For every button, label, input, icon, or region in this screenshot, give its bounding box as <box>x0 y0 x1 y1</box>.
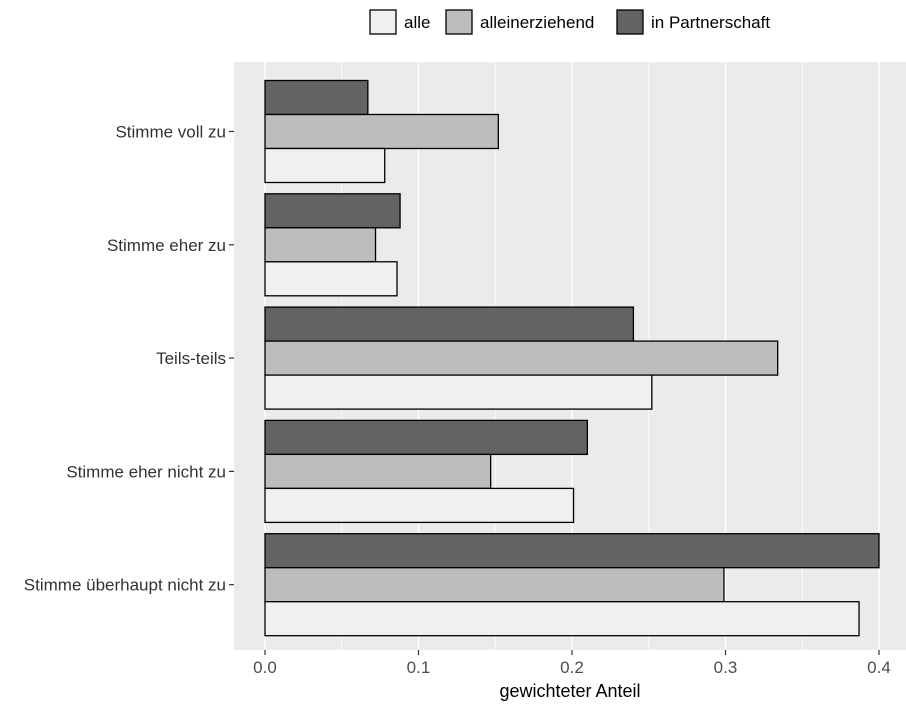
bar-in-partnerschaft-stimme-eher-nicht-zu <box>264 419 589 456</box>
y-tick-label: Stimme überhaupt nicht zu <box>24 576 226 595</box>
legend-key-alleinerziehend <box>445 9 473 35</box>
bar-alle-stimme-eher-nicht-zu <box>264 487 575 524</box>
bar-alle-teils-teils <box>264 374 653 410</box>
legend-key-in-partnerschaft <box>616 9 644 35</box>
x-tick-label: 0.3 <box>714 658 738 677</box>
legend-item-in-partnerschaft: in Partnerschaft <box>616 9 770 35</box>
bar-alleinerziehend-stimme-eher-nicht-zu <box>264 453 492 490</box>
x-tick-label: 0.2 <box>560 658 584 677</box>
legend-item-alle: alle <box>369 9 430 35</box>
bar-alle-stimme-berhaupt-nicht-zu <box>264 601 860 637</box>
y-tick-label: Stimme voll zu <box>115 123 226 142</box>
bar-in-partnerschaft-stimme-berhaupt-nicht-zu <box>264 533 880 569</box>
bar-alle-stimme-voll-zu <box>264 147 386 184</box>
y-tick-label: Stimme eher nicht zu <box>66 462 226 481</box>
bar-alleinerziehend-stimme-voll-zu <box>264 113 499 150</box>
bar-in-partnerschaft-stimme-eher-zu <box>264 193 401 229</box>
x-axis-title: gewichteter Anteil <box>499 681 640 701</box>
x-tick-label: 0.1 <box>407 658 431 677</box>
legend: alle alleinerziehend in Partnerschaft <box>369 9 770 35</box>
bar-alle-stimme-eher-zu <box>264 261 398 297</box>
bar-in-partnerschaft-stimme-voll-zu <box>264 79 369 116</box>
y-tick-label: Teils-teils <box>156 349 226 368</box>
legend-item-alleinerziehend: alleinerziehend <box>445 9 594 35</box>
x-tick-label: 0.4 <box>867 658 891 677</box>
legend-label-alleinerziehend: alleinerziehend <box>480 13 594 32</box>
bar-in-partnerschaft-teils-teils <box>264 306 635 342</box>
y-tick-label: Stimme eher zu <box>107 236 226 255</box>
bar-alleinerziehend-stimme-berhaupt-nicht-zu <box>264 567 725 603</box>
legend-label-alle: alle <box>404 13 430 32</box>
bar-alleinerziehend-teils-teils <box>264 340 779 376</box>
bar-alleinerziehend-stimme-eher-zu <box>264 227 377 263</box>
legend-label-in-partnerschaft: in Partnerschaft <box>651 13 770 32</box>
legend-key-alle <box>369 9 397 35</box>
x-tick-label: 0.0 <box>253 658 277 677</box>
